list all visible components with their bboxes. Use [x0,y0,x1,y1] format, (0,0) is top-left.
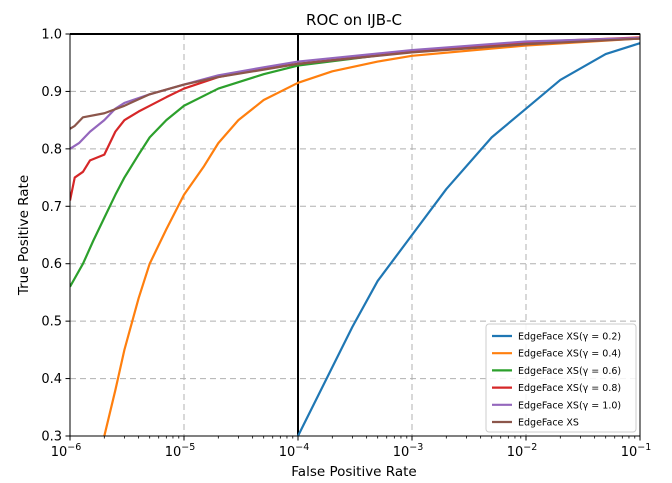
legend-label-1: EdgeFace XS(γ = 0.2) [518,332,621,343]
chart-title: ROC on IJB-C [306,11,402,29]
y-axis-title: True Positive Rate [16,175,32,296]
legend-label-2: EdgeFace XS(γ = 0.4) [518,349,621,360]
series-line-1 [297,42,640,436]
y-tick-label: 0.6 [41,257,62,272]
legend-label-3: EdgeFace XS(γ = 0.6) [518,366,621,377]
legend-box [485,323,637,433]
x-axis-title: False Positive Rate [291,464,416,480]
x-tick-label: 10−2 [507,442,538,460]
x-tick-label: 10−3 [393,442,424,460]
y-tick-label: 0.4 [41,372,62,387]
y-tick-label: 1.0 [41,28,62,43]
x-tick-label: 10−6 [51,442,82,460]
series-line-4 [70,36,640,201]
y-tick-label: 0.7 [41,200,62,215]
x-tick-label: 10−1 [621,442,652,460]
series-line-2 [103,37,640,436]
y-tick-label: 0.8 [41,142,62,157]
y-tick-label: 0.3 [41,430,62,445]
legend-label-6: EdgeFace XS [518,418,579,429]
legend-label-5: EdgeFace XS(γ = 1.0) [518,400,621,411]
y-tick-label: 0.9 [41,85,62,100]
y-tick-label: 0.5 [41,315,62,330]
x-tick-label: 10−4 [279,442,310,460]
legend-label-4: EdgeFace XS(γ = 0.8) [518,383,621,394]
plot-frame [69,33,641,437]
x-tick-label: 10−5 [165,442,196,460]
series-line-6 [70,37,640,130]
